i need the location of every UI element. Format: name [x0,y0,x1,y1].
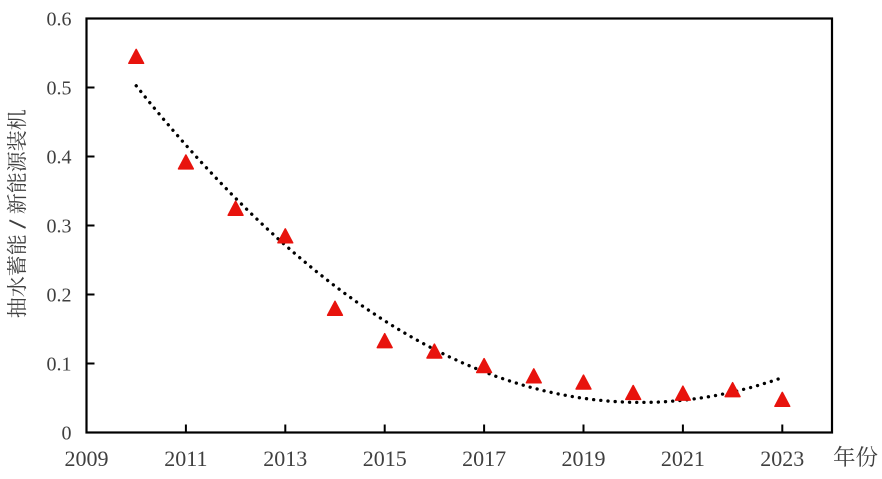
svg-text:2021: 2021 [661,446,705,471]
svg-text:2011: 2011 [164,446,207,471]
svg-text:2009: 2009 [65,446,109,471]
svg-text:0: 0 [62,423,72,445]
svg-text:0.5: 0.5 [47,78,72,100]
svg-text:2017: 2017 [462,446,506,471]
svg-text:0.3: 0.3 [47,216,72,238]
svg-text:2015: 2015 [363,446,407,471]
svg-text:2013: 2013 [263,446,307,471]
svg-text:2023: 2023 [760,446,804,471]
svg-text:2019: 2019 [562,446,606,471]
svg-text:0.4: 0.4 [47,147,72,169]
svg-text:0.1: 0.1 [47,354,72,376]
svg-text:0.6: 0.6 [47,9,72,31]
svg-text:0.2: 0.2 [47,285,72,307]
